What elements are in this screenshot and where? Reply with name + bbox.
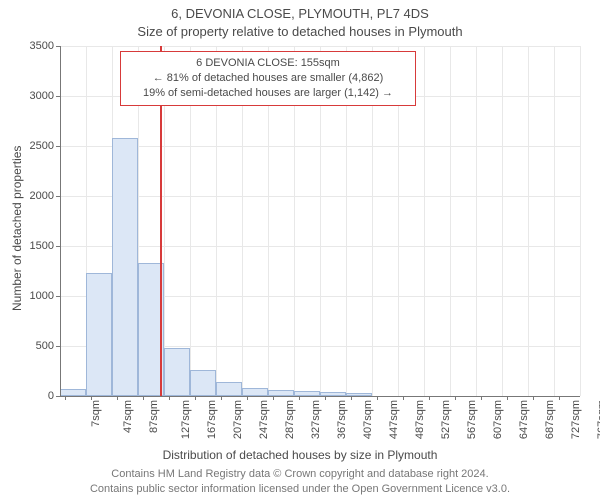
- x-axis-label: Distribution of detached houses by size …: [0, 448, 600, 462]
- x-tick-label: 167sqm: [206, 396, 218, 439]
- x-tick-label: 127sqm: [180, 396, 192, 439]
- y-tick-label: 0: [48, 390, 54, 402]
- histogram-bar: [86, 273, 112, 396]
- x-tick-label: 87sqm: [148, 396, 160, 433]
- x-tick-label: 647sqm: [518, 396, 530, 439]
- grid-line-v: [450, 46, 451, 396]
- x-tick-label: 327sqm: [310, 396, 322, 439]
- x-tick-label: 407sqm: [362, 396, 374, 439]
- callout-box: 6 DEVONIA CLOSE: 155sqm← 81% of detached…: [120, 51, 416, 106]
- y-axis-label: Number of detached properties: [10, 146, 24, 311]
- x-tick-label: 567sqm: [466, 396, 478, 439]
- x-tick-label: 487sqm: [414, 396, 426, 439]
- x-tick-label: 607sqm: [492, 396, 504, 439]
- grid-line-v: [502, 46, 503, 396]
- x-tick-label: 7sqm: [89, 396, 101, 427]
- callout-line-2: ← 81% of detached houses are smaller (4,…: [127, 71, 409, 86]
- histogram-bar: [190, 370, 216, 396]
- chart-container: 6, DEVONIA CLOSE, PLYMOUTH, PL7 4DS Size…: [0, 0, 600, 500]
- chart-title: 6, DEVONIA CLOSE, PLYMOUTH, PL7 4DS: [0, 6, 600, 21]
- y-tick-label: 500: [36, 340, 54, 352]
- chart-subtitle: Size of property relative to detached ho…: [0, 24, 600, 39]
- y-tick-label: 2000: [30, 190, 54, 202]
- histogram-bar: [164, 348, 190, 396]
- x-tick-label: 367sqm: [336, 396, 348, 439]
- grid-line-v: [424, 46, 425, 396]
- y-tick-label: 1000: [30, 290, 54, 302]
- y-tick-label: 1500: [30, 240, 54, 252]
- histogram-bar: [60, 389, 86, 396]
- y-axis-line: [60, 46, 61, 396]
- x-tick-label: 47sqm: [122, 396, 134, 433]
- plot-area: 05001000150020002500300035007sqm47sqm87s…: [60, 46, 580, 396]
- callout-line-3: 19% of semi-detached houses are larger (…: [127, 86, 409, 101]
- x-tick-label: 727sqm: [570, 396, 582, 439]
- x-axis-line: [60, 396, 580, 397]
- callout-line-1: 6 DEVONIA CLOSE: 155sqm: [127, 56, 409, 71]
- x-tick-label: 447sqm: [388, 396, 400, 439]
- histogram-bar: [216, 382, 242, 396]
- footer-line-1: Contains HM Land Registry data © Crown c…: [0, 468, 600, 480]
- grid-line-v: [554, 46, 555, 396]
- grid-line-v: [476, 46, 477, 396]
- x-tick-label: 247sqm: [258, 396, 270, 439]
- footer-line-2: Contains public sector information licen…: [0, 483, 600, 495]
- grid-line-v: [580, 46, 581, 396]
- x-tick-label: 527sqm: [440, 396, 452, 439]
- histogram-bar: [112, 138, 138, 396]
- x-tick-label: 207sqm: [232, 396, 244, 439]
- histogram-bar: [242, 388, 268, 396]
- x-tick-label: 767sqm: [596, 396, 600, 439]
- grid-line-v: [528, 46, 529, 396]
- x-tick-label: 687sqm: [544, 396, 556, 439]
- y-tick-label: 3500: [30, 40, 54, 52]
- x-tick-label: 287sqm: [284, 396, 296, 439]
- y-tick-label: 2500: [30, 140, 54, 152]
- y-tick-label: 3000: [30, 90, 54, 102]
